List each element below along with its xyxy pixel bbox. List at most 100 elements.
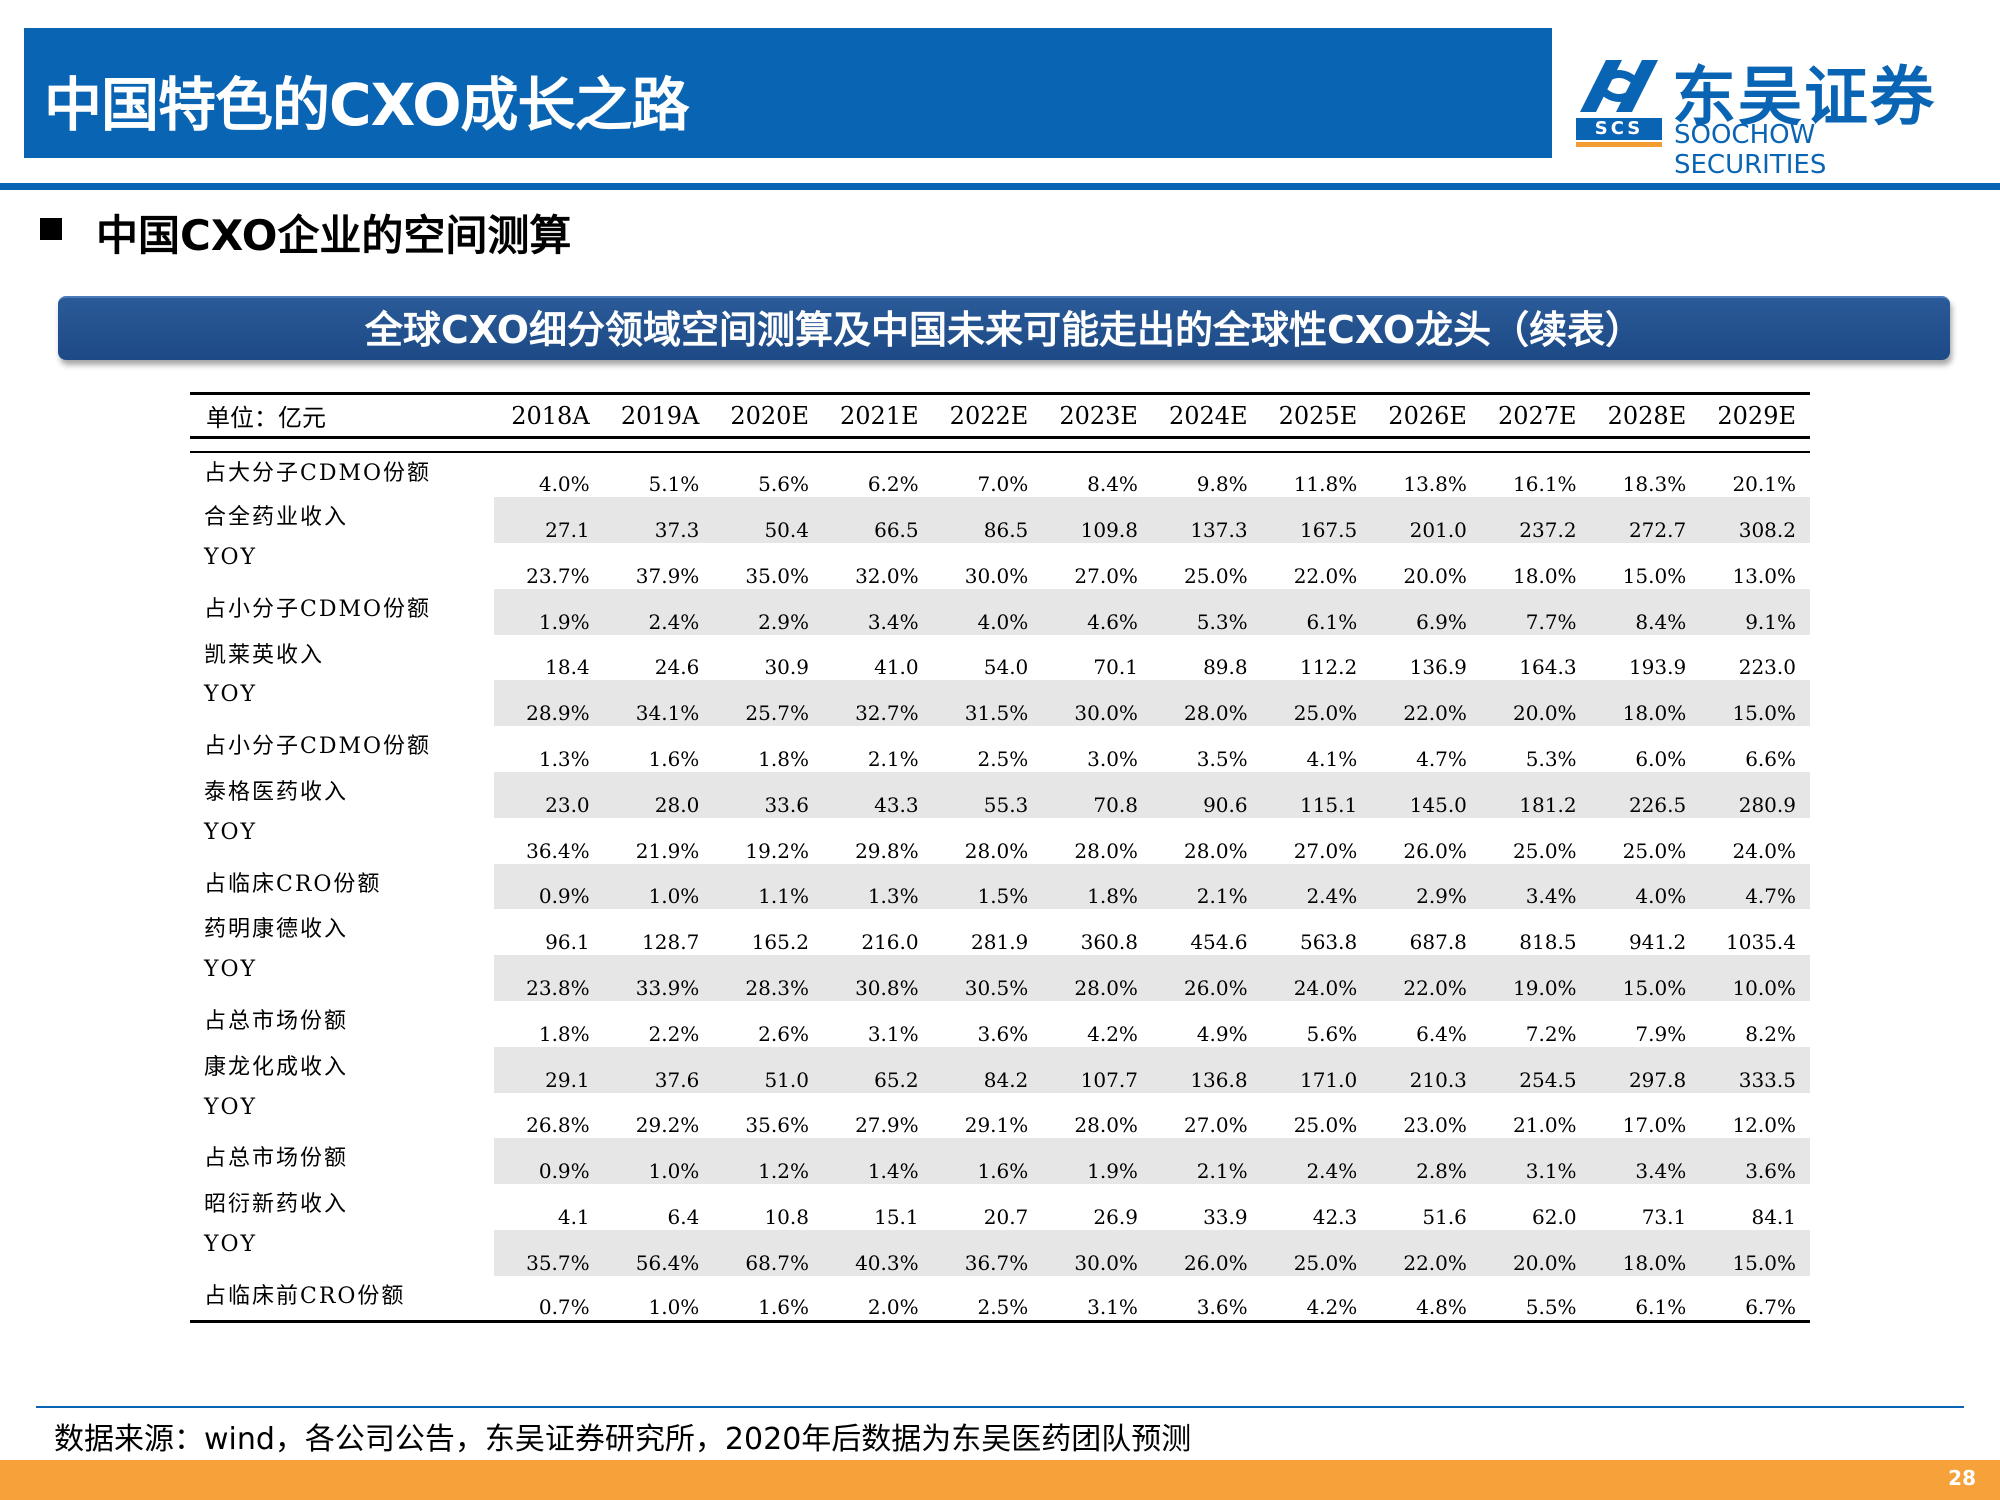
table-cell: 0.7% xyxy=(494,1275,604,1324)
table-cell: 27.0% xyxy=(1184,1113,1248,1138)
table-cell: 1.6% xyxy=(713,1275,823,1324)
table-cell: 15.0% xyxy=(1590,955,1701,1002)
table-cell: 33.9 xyxy=(1203,1205,1248,1230)
table-cell: 2.9% xyxy=(1371,863,1481,910)
table-cell: 6.4% xyxy=(1416,1021,1467,1046)
table-cell: 115.1 xyxy=(1261,772,1372,818)
table-cell: 29.2% xyxy=(635,1113,700,1138)
table-cell: 20.0% xyxy=(1480,680,1591,727)
table-cell: 43.3 xyxy=(822,772,933,818)
table-cell: 32.7% xyxy=(822,680,933,727)
table-cell: 22.0% xyxy=(1371,680,1481,727)
row-label: 占临床CRO份额 xyxy=(190,863,494,910)
table-cell: 6.4 xyxy=(667,1205,700,1230)
table-row: 占小分子CDMO份额 1.3% 1.6% 1.8% 2.1% 2.5% 3.0% 3.5% 4.… xyxy=(190,726,1810,772)
row-label: YOY xyxy=(204,1094,258,1120)
table-cell: 7.0% xyxy=(977,472,1029,497)
table-row: 凯莱英收入 18.4 24.6 30.9 41.0 54.0 70.1 89.8 112.2 13… xyxy=(190,635,1810,681)
table-cell: 28.0% xyxy=(1074,838,1138,863)
year-header: 2026E xyxy=(1371,392,1481,439)
table-cell: 13.8% xyxy=(1403,472,1467,497)
row-label: 泰格医药收入 xyxy=(190,772,494,818)
table-cell: 818.5 xyxy=(1519,930,1577,955)
table-cell: 90.6 xyxy=(1151,772,1262,818)
table-cell: 24.0% xyxy=(1732,838,1796,863)
row-label: 占总市场份额 xyxy=(204,1009,349,1035)
table-cell: 25.0% xyxy=(1261,1230,1372,1276)
table-row: YOY 26.8% 29.2% 35.6% 27.9% 29.1% 28.0% 27.0% 25… xyxy=(190,1093,1810,1139)
table-cell: 28.0 xyxy=(603,772,714,818)
year-header: 2019A xyxy=(603,392,714,439)
table-cell: 4.0% xyxy=(538,472,590,497)
table-cell: 5.5% xyxy=(1480,1275,1591,1324)
table-cell: 35.0% xyxy=(745,563,809,588)
table-cell: 4.8% xyxy=(1371,1275,1481,1324)
table-cell: 24.6 xyxy=(654,655,700,680)
table-cell: 22.0% xyxy=(1371,1230,1481,1276)
table-title: 全球CXO细分领域空间测算及中国未来可能走出的全球性CXO龙头（续表） xyxy=(364,308,1644,352)
table-cell: 15.1 xyxy=(874,1205,919,1230)
table-cell: 18.0% xyxy=(1590,680,1701,727)
table-cell: 13.0% xyxy=(1732,563,1796,588)
logo-chinese-name: 东吴证券 xyxy=(1672,61,1936,135)
table-cell: 20.0% xyxy=(1480,1230,1591,1276)
table-cell: 23.7% xyxy=(526,563,590,588)
table-cell: 4.1% xyxy=(1306,747,1358,772)
table-cell: 6.7% xyxy=(1700,1275,1810,1324)
table-cell: 136.9 xyxy=(1409,655,1467,680)
table-cell: 687.8 xyxy=(1409,930,1467,955)
table-cell: 4.1 xyxy=(557,1205,590,1230)
source-divider xyxy=(36,1406,1964,1408)
table-cell: 24.0% xyxy=(1261,955,1372,1002)
table-cell: 23.0 xyxy=(494,772,604,818)
table-row: YOY 36.4% 21.9% 19.2% 29.8% 28.0% 28.0% 28.0% 27… xyxy=(190,818,1810,864)
table-cell: 25.0% xyxy=(1261,680,1372,727)
data-source-note: 数据来源：wind，各公司公告，东吴证券研究所，2020年后数据为东吴医药团队预… xyxy=(54,1422,1192,1457)
year-header: 2020E xyxy=(713,392,823,439)
table-cell: 26.0% xyxy=(1151,1230,1262,1276)
table-cell: 37.6 xyxy=(603,1046,714,1093)
bullet-square-icon xyxy=(40,218,62,240)
row-label: YOY xyxy=(204,545,258,571)
table-cell: 35.6% xyxy=(745,1113,809,1138)
table-row: YOY 23.8% 33.9% 28.3% 30.8% 30.5% 28.0% 26.0% 24… xyxy=(190,955,1810,1002)
table-cell: 25.0% xyxy=(1184,563,1248,588)
table-cell: 25.0% xyxy=(1293,1113,1358,1138)
table-cell: 3.1% xyxy=(1480,1138,1591,1185)
table-cell: 17.0% xyxy=(1622,1113,1687,1138)
table-cell: 1.4% xyxy=(822,1138,933,1185)
table-cell: 4.0% xyxy=(932,588,1043,635)
table-cell: 2.1% xyxy=(1151,863,1262,910)
table-cell: 28.0% xyxy=(1151,680,1262,727)
table-cell: 30.9 xyxy=(764,655,809,680)
table-cell: 5.6% xyxy=(1306,1021,1358,1046)
table-cell: 18.0% xyxy=(1513,563,1577,588)
table-cell: 6.9% xyxy=(1371,588,1481,635)
table-cell: 27.0% xyxy=(1074,563,1138,588)
row-label: YOY xyxy=(190,680,494,727)
logo-underline xyxy=(1576,142,1662,147)
table-cell: 333.5 xyxy=(1700,1046,1810,1093)
table-title-banner: 全球CXO细分领域空间测算及中国未来可能走出的全球性CXO龙头（续表） xyxy=(58,296,1950,360)
table-cell: 30.0% xyxy=(1042,680,1152,727)
table-cell: 27.9% xyxy=(855,1113,919,1138)
logo-abbr: SCS xyxy=(1576,118,1662,140)
table-cell: 2.4% xyxy=(1261,863,1372,910)
table-cell: 70.1 xyxy=(1093,655,1138,680)
table-cell: 28.9% xyxy=(494,680,604,727)
table-cell: 30.5% xyxy=(932,955,1043,1002)
table-cell: 1.6% xyxy=(648,747,700,772)
table-cell: 5.1% xyxy=(648,472,700,497)
table-cell: 223.0 xyxy=(1738,655,1796,680)
table-cell: 171.0 xyxy=(1261,1046,1372,1093)
table-cell: 280.9 xyxy=(1700,772,1810,818)
table-cell: 25.0% xyxy=(1622,838,1687,863)
table-cell: 23.0% xyxy=(1403,1113,1467,1138)
table-cell: 25.0% xyxy=(1513,838,1577,863)
table-cell: 31.5% xyxy=(932,680,1043,727)
logo-mark-icon xyxy=(1580,60,1658,112)
table-cell: 164.3 xyxy=(1519,655,1577,680)
year-header: 2024E xyxy=(1151,392,1262,439)
table-cell: 28.0% xyxy=(1074,1113,1138,1138)
table-cell: 11.8% xyxy=(1293,472,1358,497)
